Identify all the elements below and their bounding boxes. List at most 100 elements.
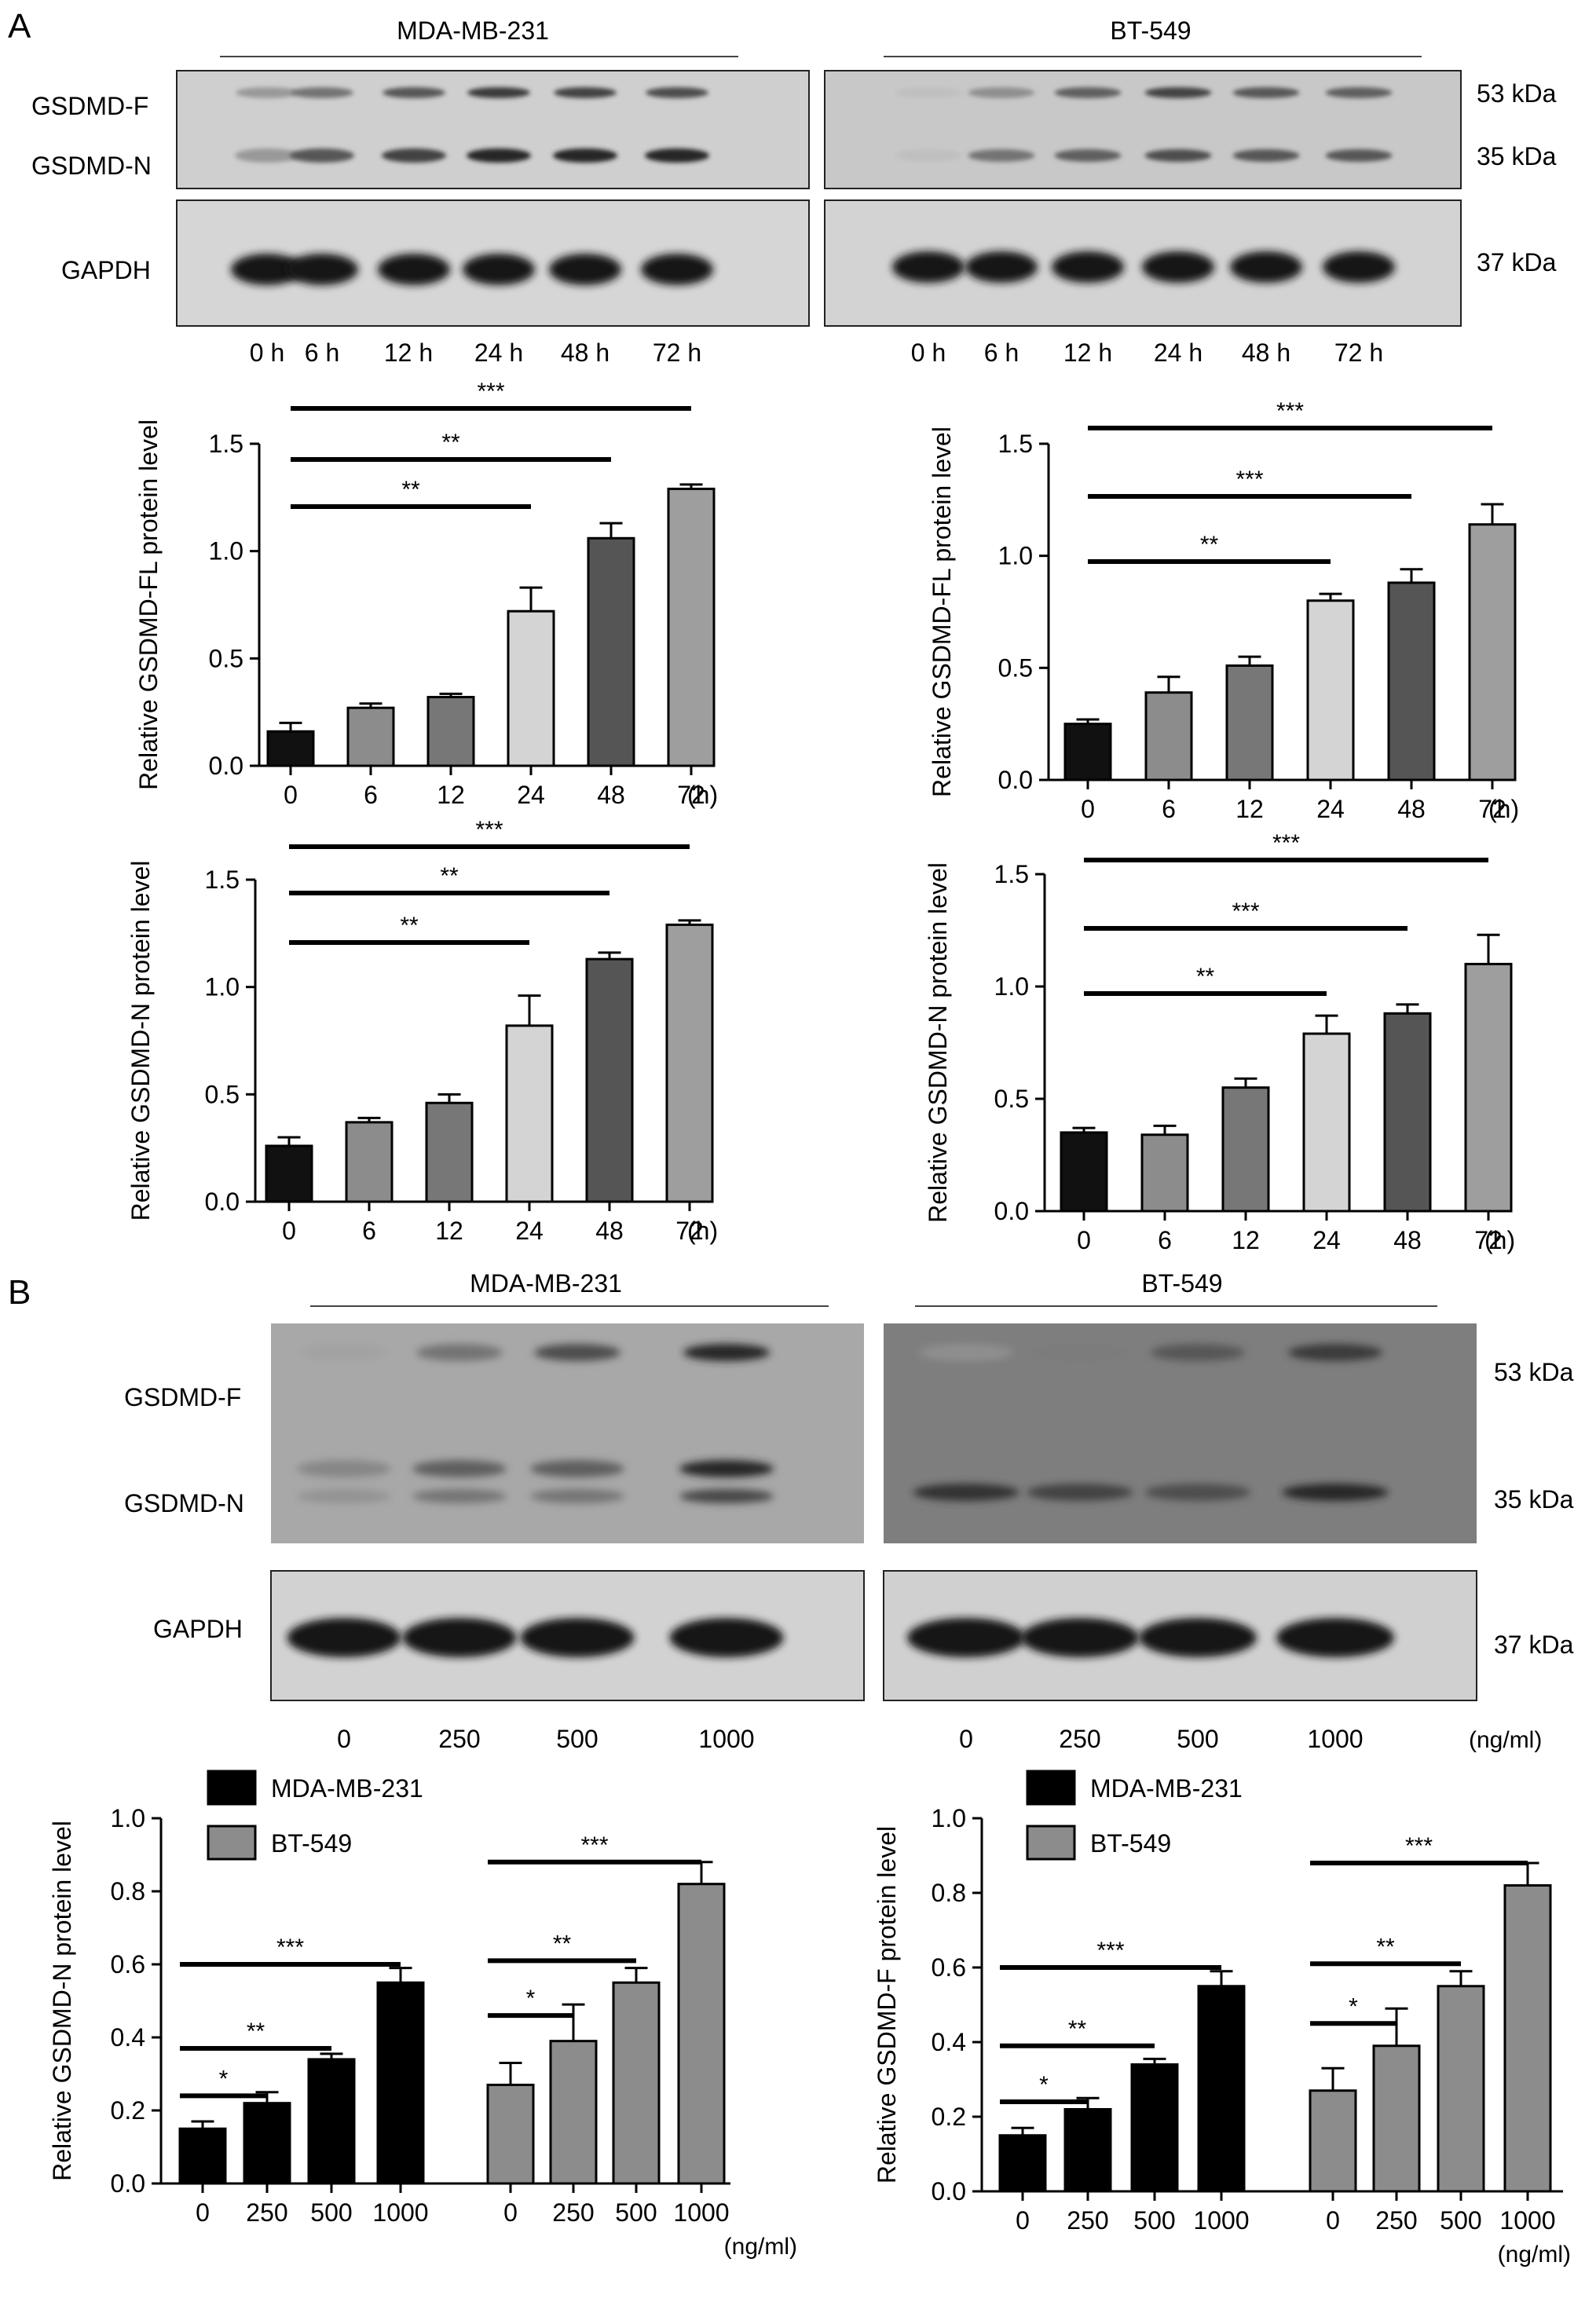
y-axis-label: Relative GSDMD-N protein level [48,1821,76,2181]
x-unit-label: (ng/ml) [724,2234,797,2260]
blot-b-right-gapdh-band-1 [1021,1618,1139,1657]
x-tick-label: 250 [552,2198,594,2227]
x-unit-label: (ng/ml) [1498,2242,1571,2268]
blot-b-left-lane-label: 250 [438,1725,480,1753]
blot-a-left-lane-label: 24 h [474,339,523,367]
blot-b-left-gapdh-band-3 [669,1618,784,1657]
panel-b: B MDA-MB-231 BT-549 GSDMD-F GSDMD-N GAPD… [8,1269,1574,2268]
blot-a-left-f-band-3 [467,87,530,98]
panel-a: A MDA-MB-231 BT-549 GSDMD-F GSDMD-N GAPD… [8,7,1557,1254]
x-tick-label: 500 [310,2198,352,2227]
blot-b-left-lane-labels: 0 250 500 1000 [337,1725,754,1753]
bar [667,487,716,767]
blot-a-label-gsdmd-n: GSDMD-N [31,152,152,180]
x-tick-label: 6 [1162,795,1176,823]
blot-b-left-n-band-1 [412,1460,507,1477]
significance-label: *** [1235,467,1263,492]
blot-b-left-gapdh-band-2 [520,1618,635,1657]
y-axis-label: Relative GSDMD-FL protein level [134,419,163,790]
bar [178,2127,227,2185]
significance-label: * [1349,1993,1358,2019]
blot-b-left-gapdh-band-1 [402,1618,517,1657]
blot-a-left-f-band-4 [554,87,617,98]
significance-label: *** [1276,398,1304,424]
y-tick-label: 0.0 [932,2177,966,2205]
y-tick-label: 1.5 [209,430,243,458]
bar [1063,2108,1112,2193]
blot-a-right-gapdh-band-4 [1230,251,1302,283]
legend-label: MDA-MB-231 [1090,1774,1243,1803]
bar [1221,1086,1270,1213]
blot-a-label-gapdh: GAPDH [61,256,151,284]
blot-a-right-gapdh-band-3 [1142,251,1214,283]
blot-b-right-gapdh-band-2 [1139,1618,1257,1657]
significance-label: ** [1376,1934,1395,1960]
blot-b-left-n-band-2 [530,1460,624,1477]
blot-b-kda-53: 53 kDa [1494,1358,1574,1386]
blot-b-left-gapdh-band-0 [287,1618,401,1657]
blot-b-right-f-band-3 [1288,1344,1382,1361]
blot-b-left-gapdh [270,1570,865,1701]
significance-label: *** [1096,1938,1124,1964]
significance-label: ** [1068,2016,1087,2042]
bar [1309,2089,1357,2193]
bar [1130,2063,1179,2193]
x-tick-label: 48 [595,1217,624,1245]
blot-a-right-f-band-3 [1144,87,1212,98]
x-tick-label: 72 [677,781,705,809]
significance-label: * [526,1986,536,2011]
x-tick-label: 48 [1397,795,1426,823]
bar [585,957,634,1203]
bar [677,1883,726,2185]
significance-label: *** [1232,899,1259,924]
blot-a-left-gapdh-band-3 [463,254,535,285]
blot-b-right-n-band-1 [1027,1484,1133,1501]
bar [612,1981,661,2185]
blot-b-right-f-band-0 [919,1344,1013,1361]
significance-label: *** [475,817,503,843]
x-tick-label: 12 [1232,1226,1260,1254]
blot-a-kda-35: 35 kDa [1477,142,1557,170]
chart-a-right-gsdmd-n: 0.0 0.5 1.0 1.5 Relative GSDMD-N protein lev… [924,830,1515,1254]
x-tick-label: 0 [1081,795,1095,823]
legend-swatch [1026,1770,1076,1806]
x-tick-label: 1000 [372,2198,428,2227]
x-tick-label: 0 [1077,1226,1091,1254]
blot-a-right-f-band-4 [1232,87,1300,98]
x-tick-label: 0 [503,2198,518,2227]
blot-a-left-lane-labels: 0 h 6 h 12 h 24 h 48 h 72 h [250,339,701,367]
bar [1503,1884,1552,2193]
blot-a-left-f-band-2 [383,87,445,98]
blot-a-right-gapdh [824,199,1462,327]
blot-a-left-lane-label: 6 h [305,339,339,367]
y-axis-label: Relative GSDMD-N protein level [126,861,155,1221]
x-tick-label: 1000 [673,2198,729,2227]
significance-label: * [219,2066,229,2092]
y-tick-label: 0.5 [998,653,1033,682]
y-tick-label: 0.5 [994,1085,1029,1113]
chart-b-right-gsdmd-f: 0.0 0.2 0.4 0.6 0.8 1.0 Relative GSDMD-F prote… [873,1770,1571,2268]
blot-b-kda-35: 35 kDa [1494,1485,1574,1514]
blot-b-left-f-band-1 [416,1344,503,1361]
bar [425,1101,474,1203]
legend-label: BT-549 [271,1829,352,1858]
blot-a-right-f-band-1 [968,87,1035,98]
y-tick-label: 0.0 [205,1188,240,1216]
blot-a-right-f-band-0 [895,87,962,98]
blot-a-right-cell-line: BT-549 [1110,16,1191,45]
blot-a-left-gapdh-band-0 [231,254,303,285]
x-tick-label: 250 [246,2198,287,2227]
blot-b-right-gapdh-band-0 [907,1618,1025,1657]
blot-a-right-n-band-4 [1232,149,1300,162]
significance-label: ** [400,913,419,939]
x-tick-label: 0 [1326,2206,1340,2235]
significance-label: *** [477,379,504,404]
blot-b-unit-label: (ng/ml) [1469,1727,1542,1753]
blot-a-right-gapdh-band-1 [965,251,1038,283]
bar [1060,1131,1108,1213]
chart-a-right-gsdmd-fl: 0.0 0.5 1.0 1.5 Relative GSDMD-FL protein le… [928,398,1519,823]
bar [307,2058,356,2185]
bar [486,2083,535,2185]
blot-b-right-f-band-1 [1033,1344,1127,1361]
y-tick-label: 0.5 [205,1080,240,1108]
